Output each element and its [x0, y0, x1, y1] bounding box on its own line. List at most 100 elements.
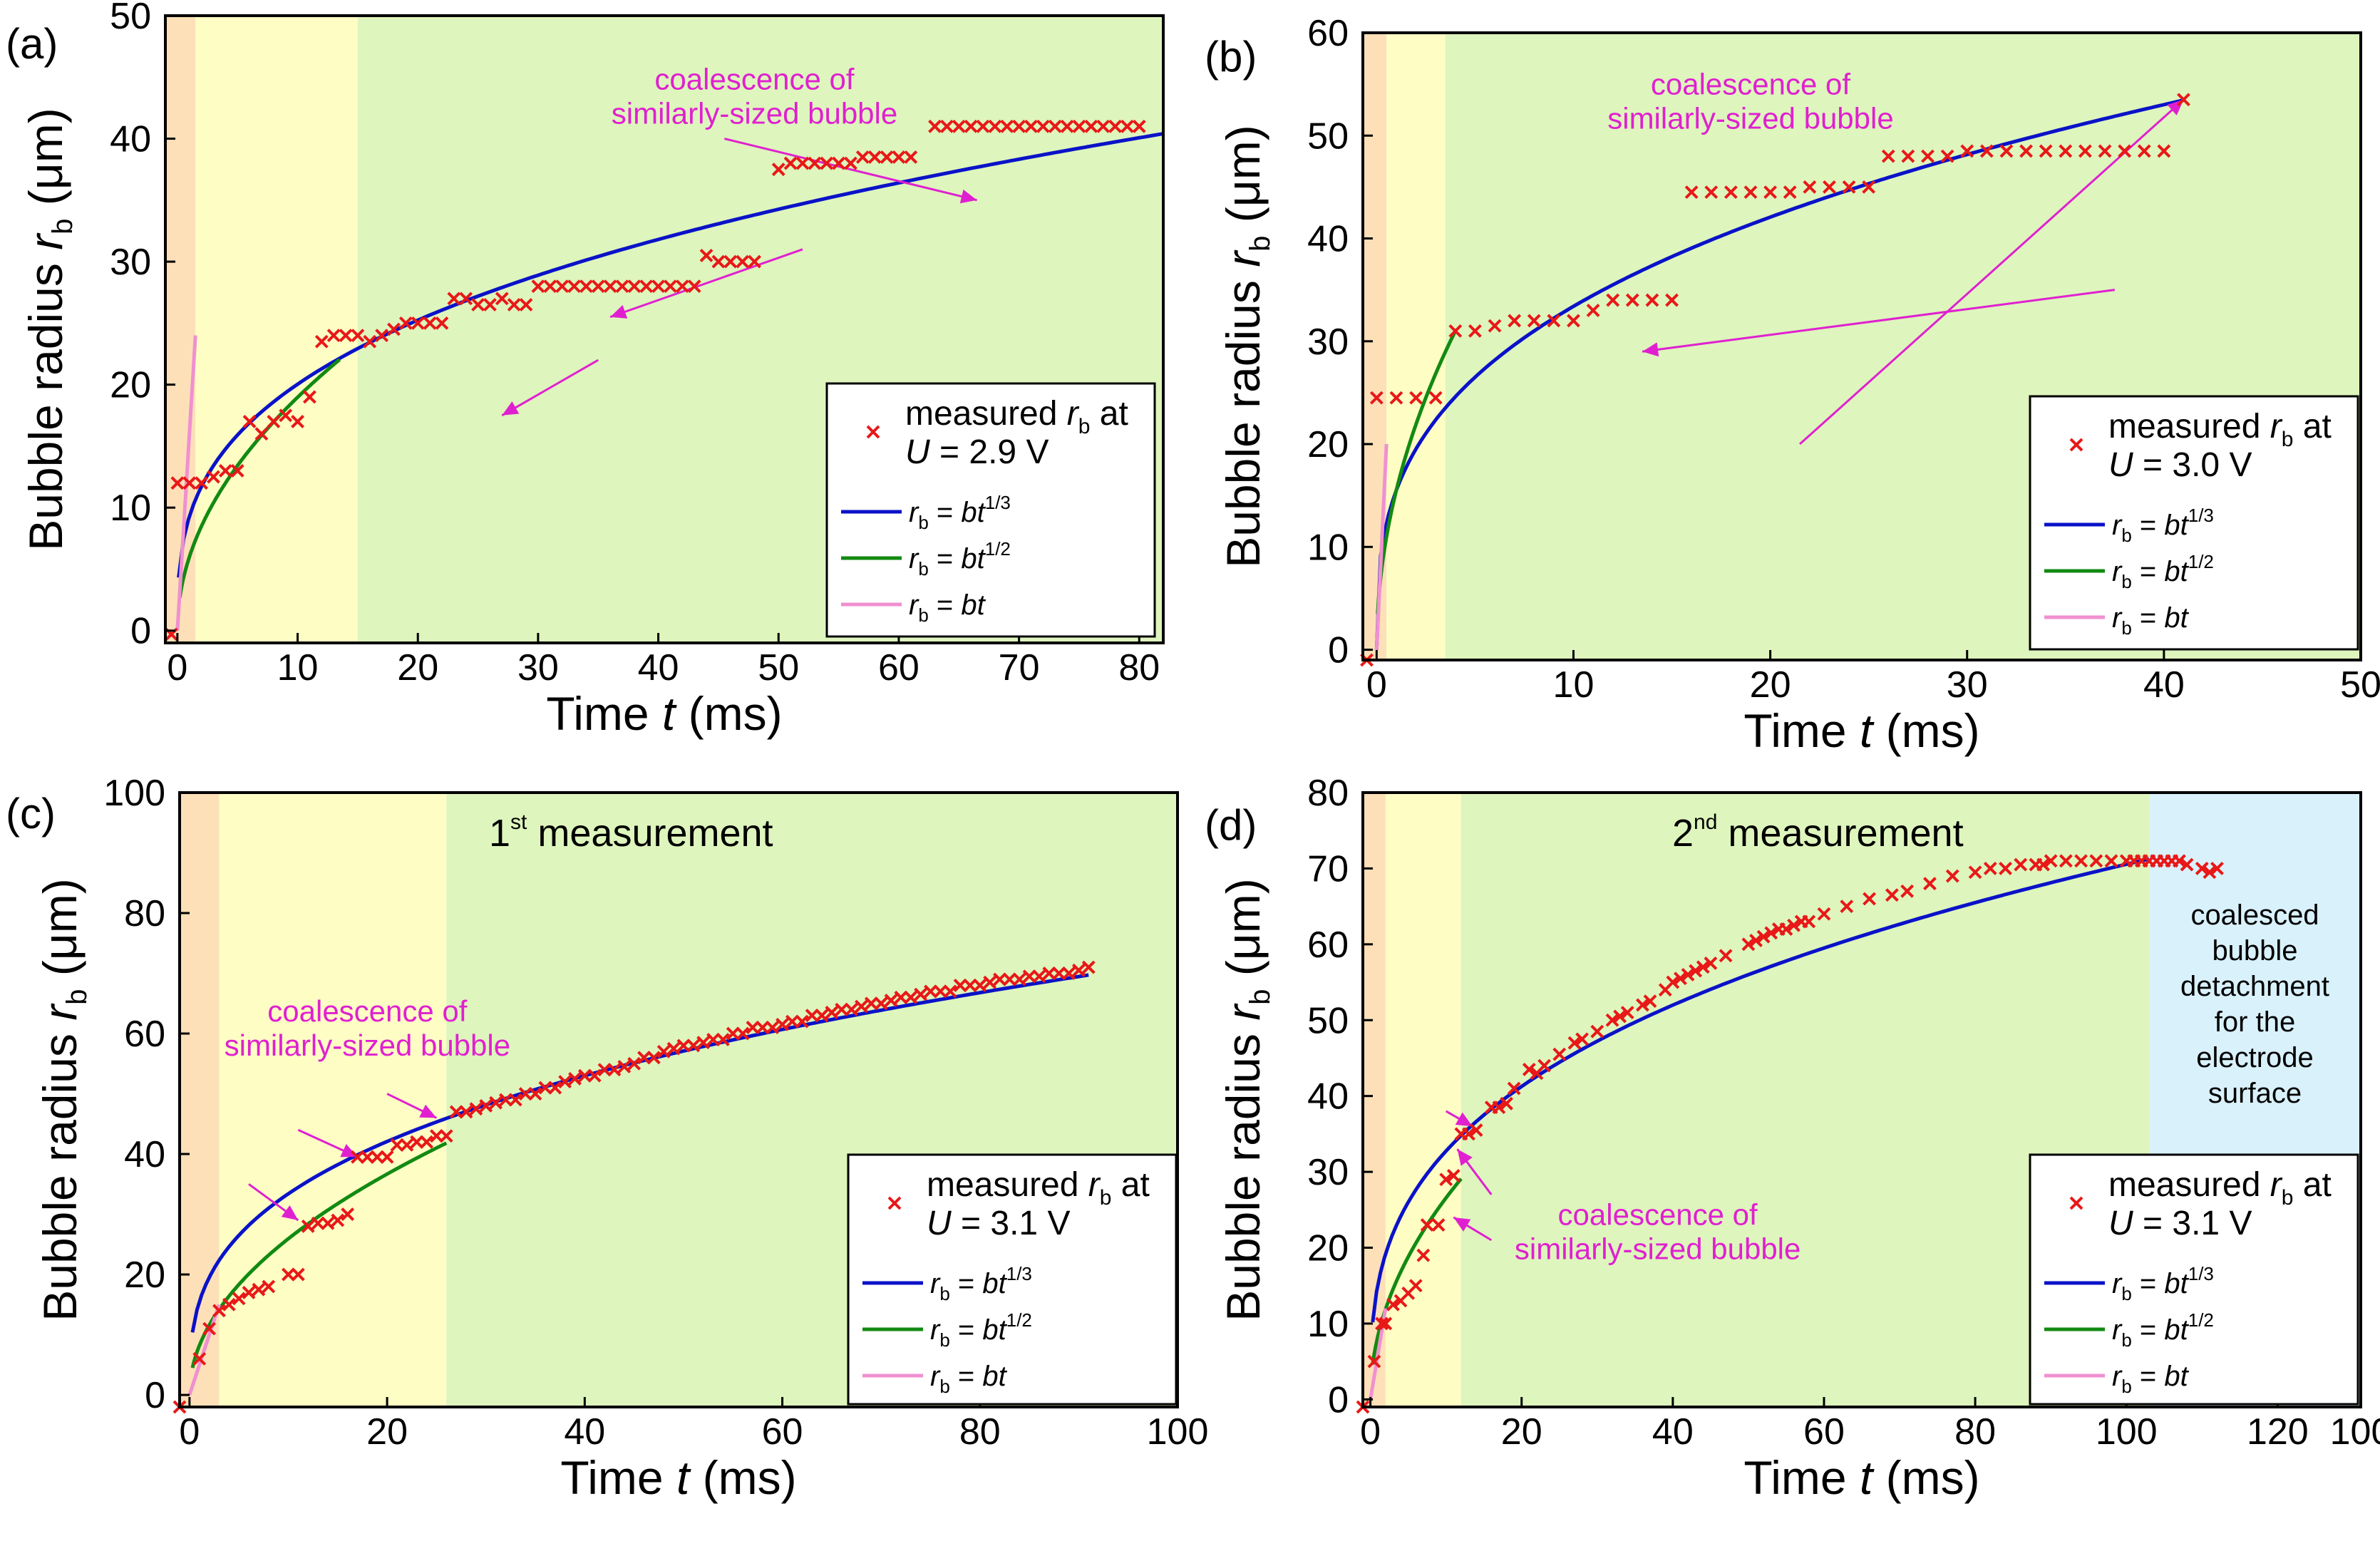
data-point	[808, 156, 822, 170]
data-point	[1002, 972, 1016, 986]
inner-note-line-2: detachment	[2180, 971, 2329, 1002]
data-point	[2089, 854, 2103, 868]
data-point	[254, 427, 269, 441]
data-point	[855, 150, 870, 164]
data-point	[519, 298, 533, 311]
annotation-text: coalescence of	[1651, 68, 1851, 101]
data-point	[603, 279, 617, 294]
zone-0	[165, 16, 196, 643]
annotation-arrowhead	[1455, 1112, 1473, 1127]
y-tick-label: 60	[1307, 13, 1349, 54]
data-point	[2098, 144, 2112, 158]
data-point	[459, 1105, 473, 1119]
data-point	[321, 1216, 335, 1230]
y-tick-label: 20	[124, 1254, 165, 1296]
x-tick-label: 80	[1118, 647, 1160, 689]
data-point	[410, 1135, 424, 1149]
data-point	[1386, 1297, 1400, 1311]
data-point	[687, 279, 701, 294]
data-point	[1379, 1316, 1393, 1331]
x-tick-label: 20	[366, 1411, 408, 1453]
data-point	[706, 1033, 720, 1046]
data-point	[2019, 144, 2033, 158]
data-point	[1024, 119, 1038, 133]
annotation-arrow	[1642, 289, 2116, 353]
data-point	[617, 1060, 632, 1073]
legend-marker	[2069, 1196, 2083, 1210]
data-point	[711, 254, 726, 269]
data-point	[1048, 119, 1062, 133]
data-point	[627, 1056, 642, 1071]
data-point	[170, 476, 185, 490]
fit-curve-third	[1374, 98, 2185, 650]
x-tick-label: 40	[638, 647, 679, 689]
legend-box	[847, 1153, 1178, 1406]
legend-marker	[2069, 438, 2083, 452]
legend-box	[2029, 1153, 2359, 1406]
data-point	[1072, 119, 1086, 133]
data-point	[1665, 293, 1679, 307]
data-point	[815, 1009, 829, 1023]
x-tick-label: 60	[878, 647, 919, 689]
data-point	[242, 1286, 256, 1299]
legend-label-third: rb = bt1/3	[2112, 1263, 2214, 1304]
data-point	[1522, 1063, 1536, 1076]
data-point	[766, 1021, 780, 1035]
data-point	[449, 1105, 463, 1119]
data-point	[232, 1292, 246, 1306]
data-point	[1863, 892, 1877, 906]
data-point	[202, 1321, 216, 1336]
x-tick-label: 30	[1947, 664, 1988, 706]
x-tick-label: 40	[1652, 1411, 1694, 1453]
x-tick-label: 40	[2143, 664, 2185, 706]
legend-marker	[887, 1196, 902, 1210]
data-point	[976, 119, 990, 133]
data-point	[1945, 869, 1959, 883]
data-point	[656, 1044, 671, 1058]
x-tick-label: 100	[2096, 1411, 2158, 1453]
data-point	[1446, 1169, 1461, 1182]
data-point	[894, 990, 908, 1004]
data-point	[439, 1129, 453, 1143]
data-point	[928, 119, 942, 133]
data-point	[1108, 119, 1122, 133]
data-point	[627, 279, 642, 294]
fit-curve-linear	[1374, 444, 1389, 650]
zone-1	[195, 16, 358, 643]
legend-voltage-label: U = 2.9 V	[905, 433, 1049, 471]
data-point	[2078, 144, 2092, 158]
data-point	[351, 1150, 364, 1164]
panel-label: (b)	[1205, 33, 1257, 81]
data-point	[904, 990, 918, 1004]
data-point	[1462, 1127, 1475, 1141]
data-point	[2036, 857, 2050, 872]
data-point	[686, 1038, 701, 1053]
annotation-arrow	[609, 248, 803, 319]
annotation-text: similarly-sized bubble	[1515, 1232, 1801, 1266]
data-point	[1431, 1218, 1446, 1232]
data-point	[420, 1135, 433, 1149]
data-point	[1999, 144, 2014, 158]
data-point	[360, 1150, 374, 1164]
legend-label-half: rb = bt1/2	[930, 1309, 1032, 1351]
y-tick-label: 20	[1307, 1228, 1349, 1269]
zone-1	[1385, 793, 1461, 1407]
y-tick-label: 20	[110, 365, 151, 406]
y-tick-label: 10	[1307, 1304, 1349, 1345]
data-point	[1787, 918, 1801, 932]
data-point	[1960, 144, 1974, 158]
chart-panel-2: 1st measurement coalescence ofsimilarly-s…	[6, 773, 1208, 1504]
annotation-text: coalescence of	[1558, 1198, 1758, 1232]
data-point	[892, 150, 906, 164]
data-point	[218, 464, 232, 478]
data-point	[212, 1304, 226, 1318]
y-axis-label: Bubble radius rb (μm)	[1217, 878, 1276, 1321]
y-tick-label: 0	[145, 1375, 165, 1416]
data-point	[508, 1093, 522, 1107]
data-point	[507, 298, 521, 311]
data-point	[1749, 934, 1763, 947]
fit-curve-linear	[175, 335, 197, 631]
data-point	[825, 1006, 839, 1019]
legend-label-third: rb = bt1/3	[2112, 505, 2214, 546]
